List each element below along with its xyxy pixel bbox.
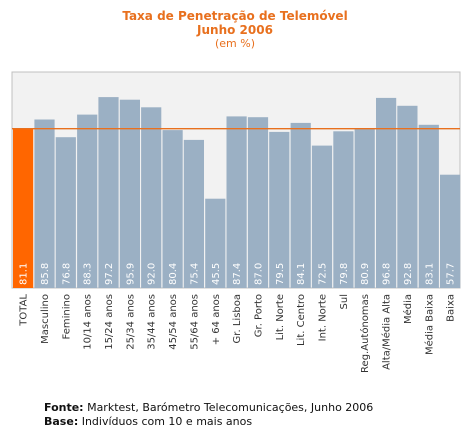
bar-14 — [311, 145, 333, 288]
category-labels-group: TOTAL Masculino Feminino 10/14 anos 15/24 an… — [19, 294, 457, 373]
value-label-15: 79.8 — [339, 263, 350, 285]
category-label-5: 25/34 anos — [125, 294, 136, 350]
base-line: Base: Indivíduos com 10 e mais anos — [44, 415, 373, 429]
chart-subtitle: (em %) — [214, 37, 255, 50]
category-label-9: + 64 anos — [211, 294, 222, 345]
category-label-14: Int. Norte — [318, 294, 329, 341]
value-label-12: 79.5 — [275, 263, 286, 285]
bar-16 — [354, 129, 375, 288]
category-label-13: Lit. Centro — [296, 294, 307, 346]
bar-3 — [77, 114, 98, 288]
category-label-6: 35/44 anos — [147, 294, 158, 350]
bars-group — [13, 97, 461, 289]
value-label-2: 76.8 — [61, 263, 72, 285]
bar-0 — [13, 128, 34, 288]
category-label-16: Reg.Autónomas — [359, 294, 371, 373]
bar-9 — [205, 198, 226, 288]
bar-15 — [333, 131, 354, 288]
bar-20 — [440, 174, 461, 288]
value-label-5: 95.9 — [125, 263, 136, 285]
bar-4 — [98, 97, 119, 288]
bar-7 — [162, 130, 183, 288]
value-label-16: 80.9 — [360, 263, 371, 285]
value-labels-group: 81.1 85.8 76.8 88.3 97.2 95.9 92.0 80.4 75.4 45.5… — [19, 263, 457, 285]
value-label-20: 57.7 — [446, 263, 457, 285]
value-label-10: 87.4 — [232, 263, 243, 285]
bar-1 — [34, 119, 55, 288]
category-label-2: Feminino — [61, 294, 72, 339]
bar-19 — [418, 124, 439, 288]
bar-chart: 81.1 85.8 76.8 88.3 97.2 95.9 92.0 80.4 75.4 45.5… — [11, 71, 461, 373]
category-label-17: Alta/Média Alta — [381, 294, 393, 370]
chart-title-date: Junho 2006 — [197, 23, 273, 37]
value-label-18: 92.8 — [403, 263, 414, 285]
category-label-15: Sul — [339, 294, 350, 309]
chart-title-block: Taxa de Penetração de Telemóvel Junho 20… — [0, 9, 470, 51]
category-label-8: 55/64 anos — [189, 294, 200, 350]
bar-5 — [119, 99, 140, 288]
value-label-19: 83.1 — [424, 263, 435, 285]
bar-2 — [55, 137, 76, 288]
category-label-0: TOTAL — [19, 294, 30, 327]
chart-footer: Fonte: Marktest, Barómetro Telecomunicaç… — [44, 401, 373, 429]
base-text: Indivíduos com 10 e mais anos — [78, 415, 253, 428]
source-line: Fonte: Marktest, Barómetro Telecomunicaç… — [44, 401, 373, 415]
value-label-13: 84.1 — [296, 263, 307, 285]
category-label-19: Média Baixa — [423, 294, 435, 355]
bar-11 — [247, 117, 269, 288]
bar-6 — [141, 107, 162, 288]
bar-13 — [290, 122, 311, 289]
source-label: Fonte: — [44, 401, 84, 414]
base-label: Base: — [44, 415, 79, 428]
value-label-8: 75.4 — [189, 263, 200, 285]
bar-8 — [183, 139, 204, 288]
value-label-4: 97.2 — [104, 263, 115, 285]
value-label-14: 72.5 — [318, 263, 329, 285]
category-label-7: 45/54 anos — [168, 294, 179, 350]
category-label-4: 15/24 anos — [104, 294, 115, 350]
bar-12 — [269, 131, 290, 288]
category-label-10: Gr. Lisboa — [232, 294, 243, 343]
value-label-0: 81.1 — [19, 263, 30, 285]
value-label-7: 80.4 — [168, 263, 179, 285]
category-label-3: 10/14 anos — [83, 294, 94, 350]
value-label-1: 85.8 — [40, 263, 51, 285]
value-label-6: 92.0 — [147, 263, 158, 285]
category-label-11: Gr. Porto — [254, 294, 265, 337]
category-label-12: Lit. Norte — [275, 294, 286, 340]
source-text: Marktest, Barómetro Telecomunicações, Ju… — [83, 401, 374, 414]
value-label-3: 88.3 — [83, 263, 94, 285]
category-label-18: Média — [402, 294, 414, 324]
value-label-17: 96.8 — [382, 263, 393, 285]
bar-18 — [397, 105, 418, 288]
category-label-20: Baixa — [446, 294, 457, 322]
bar-10 — [226, 116, 247, 289]
bar-17 — [376, 97, 397, 289]
value-label-9: 45.5 — [211, 263, 222, 285]
chart-title: Taxa de Penetração de Telemóvel — [122, 9, 348, 23]
value-label-11: 87.0 — [254, 263, 265, 285]
category-label-1: Masculino — [40, 294, 51, 344]
